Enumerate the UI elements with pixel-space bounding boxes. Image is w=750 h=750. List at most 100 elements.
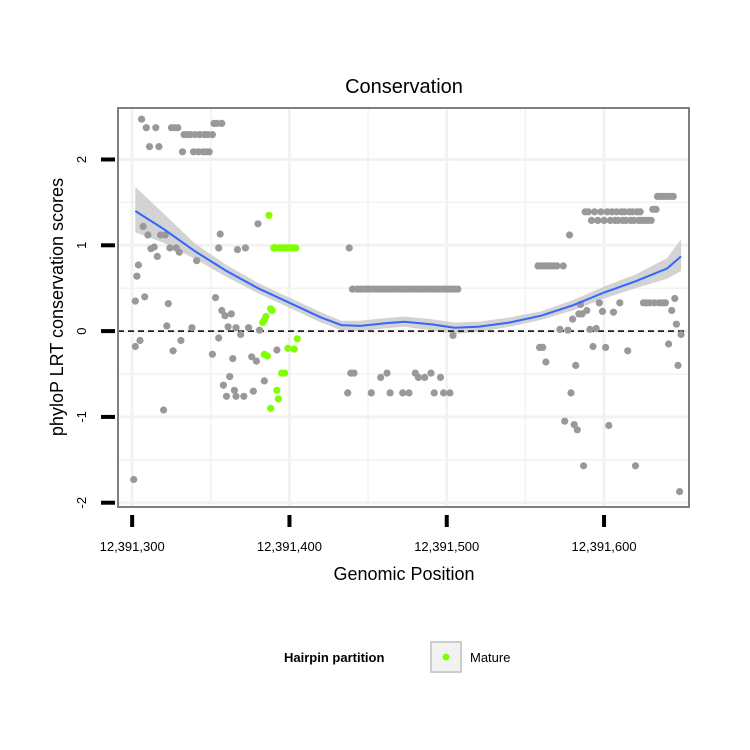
y-tick-label: 2 <box>74 156 89 163</box>
point-other <box>226 373 234 381</box>
point-other <box>350 369 358 377</box>
point-other <box>589 342 597 351</box>
point-other <box>232 392 240 400</box>
point-other <box>141 293 149 301</box>
point-other <box>155 143 163 151</box>
y-tick-label: 0 <box>74 327 89 334</box>
point-other <box>221 312 229 320</box>
point-other <box>153 252 161 260</box>
point-other <box>229 355 237 363</box>
point-other <box>150 243 158 251</box>
x-tick-label: 12,391,600 <box>572 539 637 554</box>
point-other <box>152 124 160 132</box>
point-other <box>248 353 256 361</box>
point-other <box>609 308 618 316</box>
point-other <box>583 306 591 315</box>
point-other <box>665 340 673 348</box>
chart-title: Conservation <box>345 76 463 98</box>
point-other <box>605 421 613 430</box>
point-other <box>569 315 577 323</box>
point-other <box>224 323 232 331</box>
legend: Hairpin partition Mature <box>284 641 510 673</box>
y-tick-label: -2 <box>74 497 89 509</box>
point-other <box>436 373 445 381</box>
point-other <box>572 361 580 369</box>
point-other <box>427 369 435 377</box>
point-other <box>383 369 391 377</box>
point-other <box>260 377 268 385</box>
point-other <box>539 343 547 351</box>
point-other <box>136 336 144 345</box>
point-other <box>218 306 226 315</box>
point-other <box>193 257 201 265</box>
point-other <box>237 330 245 339</box>
point-other <box>188 324 196 332</box>
point-other <box>367 389 375 397</box>
y-tick-label: 1 <box>74 242 89 249</box>
confidence-ribbon <box>135 186 682 334</box>
point-other <box>208 131 216 139</box>
point-other <box>553 262 561 270</box>
x-axis-title: Genomic Position <box>333 564 474 584</box>
point-mature <box>290 345 298 353</box>
point-other <box>386 389 394 397</box>
plot-panel <box>117 107 690 508</box>
point-mature <box>293 335 301 343</box>
point-other <box>565 231 574 239</box>
point-other <box>218 119 226 127</box>
point-other <box>175 248 183 256</box>
point-other <box>561 417 569 425</box>
point-mature <box>273 386 281 394</box>
point-other <box>133 272 141 280</box>
x-tick-label: 12,391,500 <box>414 539 479 554</box>
point-other <box>161 231 169 239</box>
point-other <box>345 244 353 252</box>
point-other <box>254 220 262 228</box>
point-other <box>178 148 187 156</box>
point-other <box>232 324 240 332</box>
point-other <box>446 389 454 397</box>
y-axis: -2 -1 0 1 2 <box>74 156 115 509</box>
point-other <box>205 148 213 156</box>
legend-label-mature: Mature <box>470 650 510 665</box>
panel-border <box>117 107 690 508</box>
point-other <box>602 343 610 351</box>
legend-title: Hairpin partition <box>284 650 384 665</box>
point-other <box>131 342 139 351</box>
point-other <box>273 346 281 354</box>
point-other <box>405 389 413 397</box>
point-other <box>556 325 564 333</box>
panel-background <box>118 108 689 507</box>
point-mature <box>263 352 271 360</box>
point-mature <box>265 211 273 219</box>
point-other <box>222 392 231 400</box>
point-other <box>144 231 152 239</box>
smooth-trend-line <box>134 210 682 329</box>
point-other <box>145 143 154 151</box>
point-other <box>652 205 660 213</box>
point-mature <box>268 306 276 315</box>
x-tick-label: 12,391,300 <box>100 539 165 554</box>
point-other <box>677 330 685 339</box>
point-other <box>570 421 578 429</box>
point-other <box>616 299 624 307</box>
point-other <box>174 124 182 132</box>
x-tick-label: 12,391,400 <box>257 539 322 554</box>
point-other <box>256 326 264 334</box>
point-other <box>669 192 677 200</box>
point-mature <box>281 369 289 377</box>
point-other <box>399 389 407 397</box>
point-other <box>230 386 238 394</box>
point-other <box>211 294 220 302</box>
point-other <box>169 347 177 355</box>
point-other <box>676 488 684 496</box>
point-other <box>233 246 242 254</box>
point-other <box>647 216 655 224</box>
point-other <box>636 208 644 216</box>
point-other <box>134 261 142 269</box>
point-other <box>131 297 139 305</box>
point-other <box>587 216 596 224</box>
point-other <box>597 208 605 216</box>
point-other <box>594 216 602 224</box>
